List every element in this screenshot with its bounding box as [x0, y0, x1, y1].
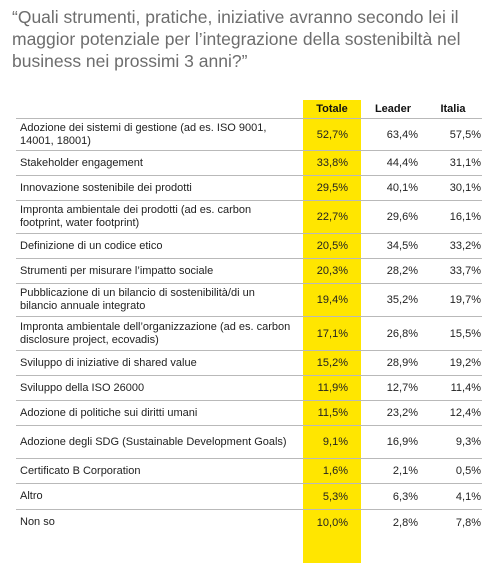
- header-leader: Leader: [374, 103, 412, 115]
- survey-question-title: “Quali strumenti, pratiche, iniziative a…: [12, 7, 461, 71]
- table-row: Stakeholder engagement 33,8% 44,4% 31,1%: [16, 150, 482, 175]
- value-leader: 28,9%: [386, 357, 418, 369]
- row-label: Impronta ambientale dell’organizzazione …: [20, 320, 291, 346]
- row-label: Certificato B Corporation: [20, 464, 141, 477]
- value-italia: 4,1%: [455, 490, 481, 503]
- value-italia: 0,5%: [455, 465, 481, 477]
- table-row: Altro 5,3% 6,3% 4,1%: [16, 483, 482, 509]
- table-row: Impronta ambientale dei prodotti (ad es.…: [16, 200, 482, 233]
- row-label: Innovazione sostenibile dei prodotti: [20, 181, 192, 194]
- value-italia: 57,5%: [449, 128, 481, 141]
- value-totale: 5,3%: [322, 490, 348, 503]
- value-italia: 31,1%: [449, 157, 481, 169]
- table-row: Adozione dei sistemi di gestione (ad es.…: [16, 118, 482, 150]
- row-label: Sviluppo di iniziative di shared value: [20, 356, 197, 369]
- row-label: Sviluppo della ISO 26000: [20, 381, 145, 394]
- value-leader: 35,2%: [386, 294, 418, 306]
- value-totale: 9,1%: [322, 436, 348, 448]
- value-italia: 19,7%: [449, 294, 481, 306]
- value-leader: 12,7%: [386, 382, 418, 394]
- value-totale: 10,0%: [316, 516, 348, 529]
- totale-highlight-column: [303, 100, 361, 563]
- value-leader: 63,4%: [386, 128, 418, 141]
- value-totale: 29,5%: [316, 182, 348, 194]
- value-leader: 34,5%: [386, 240, 418, 252]
- value-leader: 28,2%: [386, 265, 418, 277]
- value-italia: 11,4%: [450, 382, 481, 394]
- row-label: Definizione di un codice etico: [20, 239, 163, 252]
- row-label: Impronta ambientale dei prodotti (ad es.…: [20, 204, 252, 229]
- row-label: Pubblicazione di un bilancio di sostenib…: [20, 287, 255, 312]
- value-totale: 22,7%: [316, 211, 348, 223]
- table-row: Pubblicazione di un bilancio di sostenib…: [16, 283, 482, 316]
- value-totale: 20,5%: [316, 240, 348, 252]
- value-italia: 33,2%: [449, 240, 481, 252]
- value-totale: 1,6%: [322, 465, 348, 477]
- table-row: Impronta ambientale dell’organizzazione …: [16, 316, 482, 350]
- value-totale: 33,8%: [316, 157, 348, 169]
- table-row: Non so 10,0% 2,8% 7,8%: [16, 509, 482, 535]
- value-leader: 2,8%: [392, 516, 418, 529]
- value-totale: 11,5%: [317, 407, 348, 419]
- value-leader: 16,9%: [386, 436, 418, 448]
- value-italia: 7,8%: [455, 516, 481, 529]
- table-row: Adozione degli SDG (Sustainable Developm…: [16, 425, 482, 458]
- row-label: Stakeholder engagement: [20, 156, 143, 169]
- value-italia: 12,4%: [449, 407, 481, 419]
- results-table: Adozione dei sistemi di gestione (ad es.…: [16, 118, 482, 535]
- table-row: Strumenti per misurare l’impatto sociale…: [16, 258, 482, 283]
- value-leader: 26,8%: [386, 327, 418, 340]
- value-leader: 44,4%: [386, 157, 418, 169]
- value-totale: 15,2%: [316, 357, 348, 369]
- value-italia: 16,1%: [449, 211, 481, 223]
- value-leader: 6,3%: [392, 490, 418, 503]
- value-leader: 2,1%: [392, 465, 418, 477]
- value-italia: 9,3%: [455, 436, 481, 448]
- value-totale: 20,3%: [316, 265, 348, 277]
- value-totale: 52,7%: [316, 128, 348, 141]
- value-leader: 40,1%: [386, 182, 418, 194]
- value-totale: 11,9%: [317, 382, 348, 394]
- table-row: Adozione di politiche sui diritti umani 1…: [16, 400, 482, 425]
- row-label: Altro: [20, 490, 43, 502]
- row-label: Adozione dei sistemi di gestione (ad es.…: [20, 121, 267, 147]
- table-row: Sviluppo di iniziative di shared value 15…: [16, 350, 482, 375]
- row-label: Non so: [20, 516, 55, 528]
- value-leader: 23,2%: [386, 407, 418, 419]
- table-row: Certificato B Corporation 1,6% 2,1% 0,5%: [16, 458, 482, 483]
- value-italia: 19,2%: [449, 357, 481, 369]
- table-row: Definizione di un codice etico 20,5% 34,5%…: [16, 233, 482, 258]
- table-header: Totale Leader Italia: [0, 101, 490, 117]
- header-italia: Italia: [440, 103, 466, 115]
- value-totale: 19,4%: [316, 294, 348, 306]
- row-label: Adozione degli SDG (Sustainable Developm…: [20, 435, 287, 448]
- table-row: Innovazione sostenibile dei prodotti 29,5…: [16, 175, 482, 200]
- value-leader: 29,6%: [386, 211, 418, 223]
- value-italia: 30,1%: [449, 182, 481, 194]
- header-totale: Totale: [316, 103, 348, 115]
- row-label: Strumenti per misurare l’impatto sociale: [20, 264, 214, 277]
- value-italia: 15,5%: [449, 327, 481, 340]
- table-row: Sviluppo della ISO 26000 11,9% 12,7% 11,4%: [16, 375, 482, 400]
- row-label: Adozione di politiche sui diritti umani: [20, 406, 198, 419]
- value-italia: 33,7%: [449, 265, 481, 277]
- value-totale: 17,1%: [316, 327, 348, 340]
